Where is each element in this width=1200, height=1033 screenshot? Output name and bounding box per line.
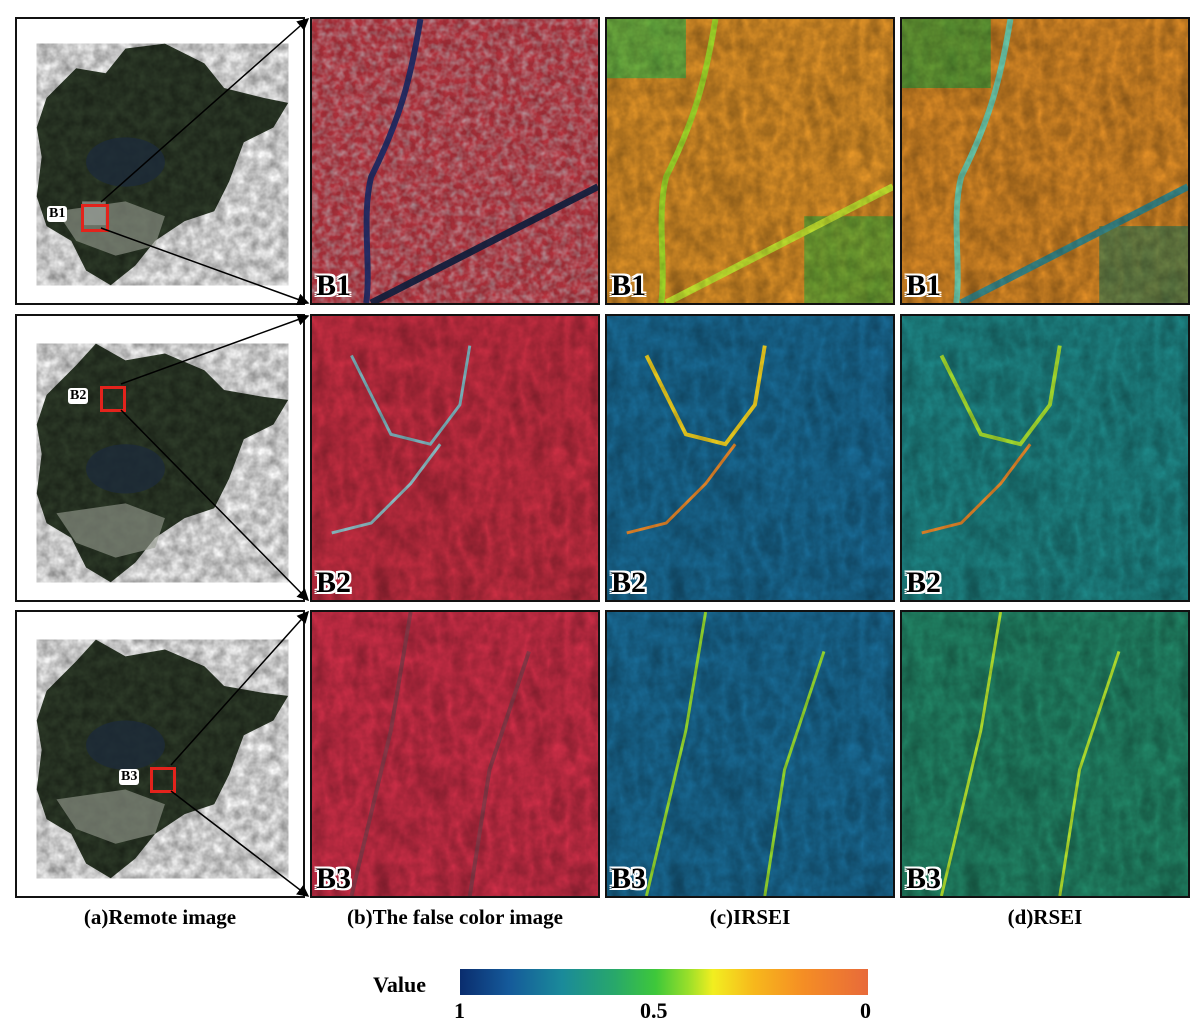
legend-tick-high: 1 bbox=[454, 998, 465, 1023]
tile-label: B1 bbox=[611, 269, 647, 302]
legend-tick-mid: 0.5 bbox=[640, 998, 668, 1023]
caption-rsei: (d)RSEI bbox=[1007, 905, 1083, 929]
false-color-image bbox=[312, 19, 598, 303]
irsei-b1: B1 bbox=[605, 17, 895, 305]
rsei-b3: B3 bbox=[900, 610, 1190, 898]
caption-irsei: (c)IRSEI bbox=[709, 905, 791, 929]
tile-label: B1 bbox=[316, 269, 352, 302]
region-outline bbox=[17, 19, 303, 303]
legend-tick-low: 0 bbox=[860, 998, 871, 1023]
rsei-map bbox=[902, 316, 1188, 600]
tile-label: B3 bbox=[316, 862, 352, 895]
highlight-box bbox=[81, 204, 109, 232]
false-color-b1: B1 bbox=[310, 17, 600, 305]
rsei-b2: B2 bbox=[900, 314, 1190, 602]
caption-false-color: (b)The false color image bbox=[347, 905, 563, 929]
overview-map-b2: B2 bbox=[15, 314, 305, 602]
overview-map-b3: B3 bbox=[15, 610, 305, 898]
irsei-map bbox=[607, 316, 893, 600]
overview-map-b1: B1 bbox=[15, 17, 305, 305]
false-color-b2: B2 bbox=[310, 314, 600, 602]
legend-title: Value bbox=[373, 972, 426, 997]
rsei-map bbox=[902, 612, 1188, 896]
tile-label: B2 bbox=[611, 566, 647, 599]
rsei-map bbox=[902, 19, 1188, 303]
irsei-map bbox=[607, 19, 893, 303]
false-color-b3: B3 bbox=[310, 610, 600, 898]
tile-label: B2 bbox=[316, 566, 352, 599]
false-color-image bbox=[312, 612, 598, 896]
highlight-box bbox=[100, 386, 126, 412]
region-outline bbox=[17, 316, 303, 600]
region-outline bbox=[17, 612, 303, 896]
irsei-b2: B2 bbox=[605, 314, 895, 602]
caption-remote-image: (a)Remote image bbox=[83, 905, 237, 929]
inset-label: B1 bbox=[47, 206, 68, 222]
tile-label: B2 bbox=[906, 566, 942, 599]
tile-label: B3 bbox=[611, 862, 647, 895]
irsei-map bbox=[607, 612, 893, 896]
highlight-box bbox=[150, 767, 176, 793]
tile-label: B3 bbox=[906, 862, 942, 895]
tile-label: B1 bbox=[906, 269, 942, 302]
inset-label: B2 bbox=[68, 388, 89, 404]
irsei-b3: B3 bbox=[605, 610, 895, 898]
false-color-image bbox=[312, 316, 598, 600]
rsei-b1: B1 bbox=[900, 17, 1190, 305]
inset-label: B3 bbox=[119, 769, 140, 785]
legend-color-ramp bbox=[460, 969, 868, 995]
